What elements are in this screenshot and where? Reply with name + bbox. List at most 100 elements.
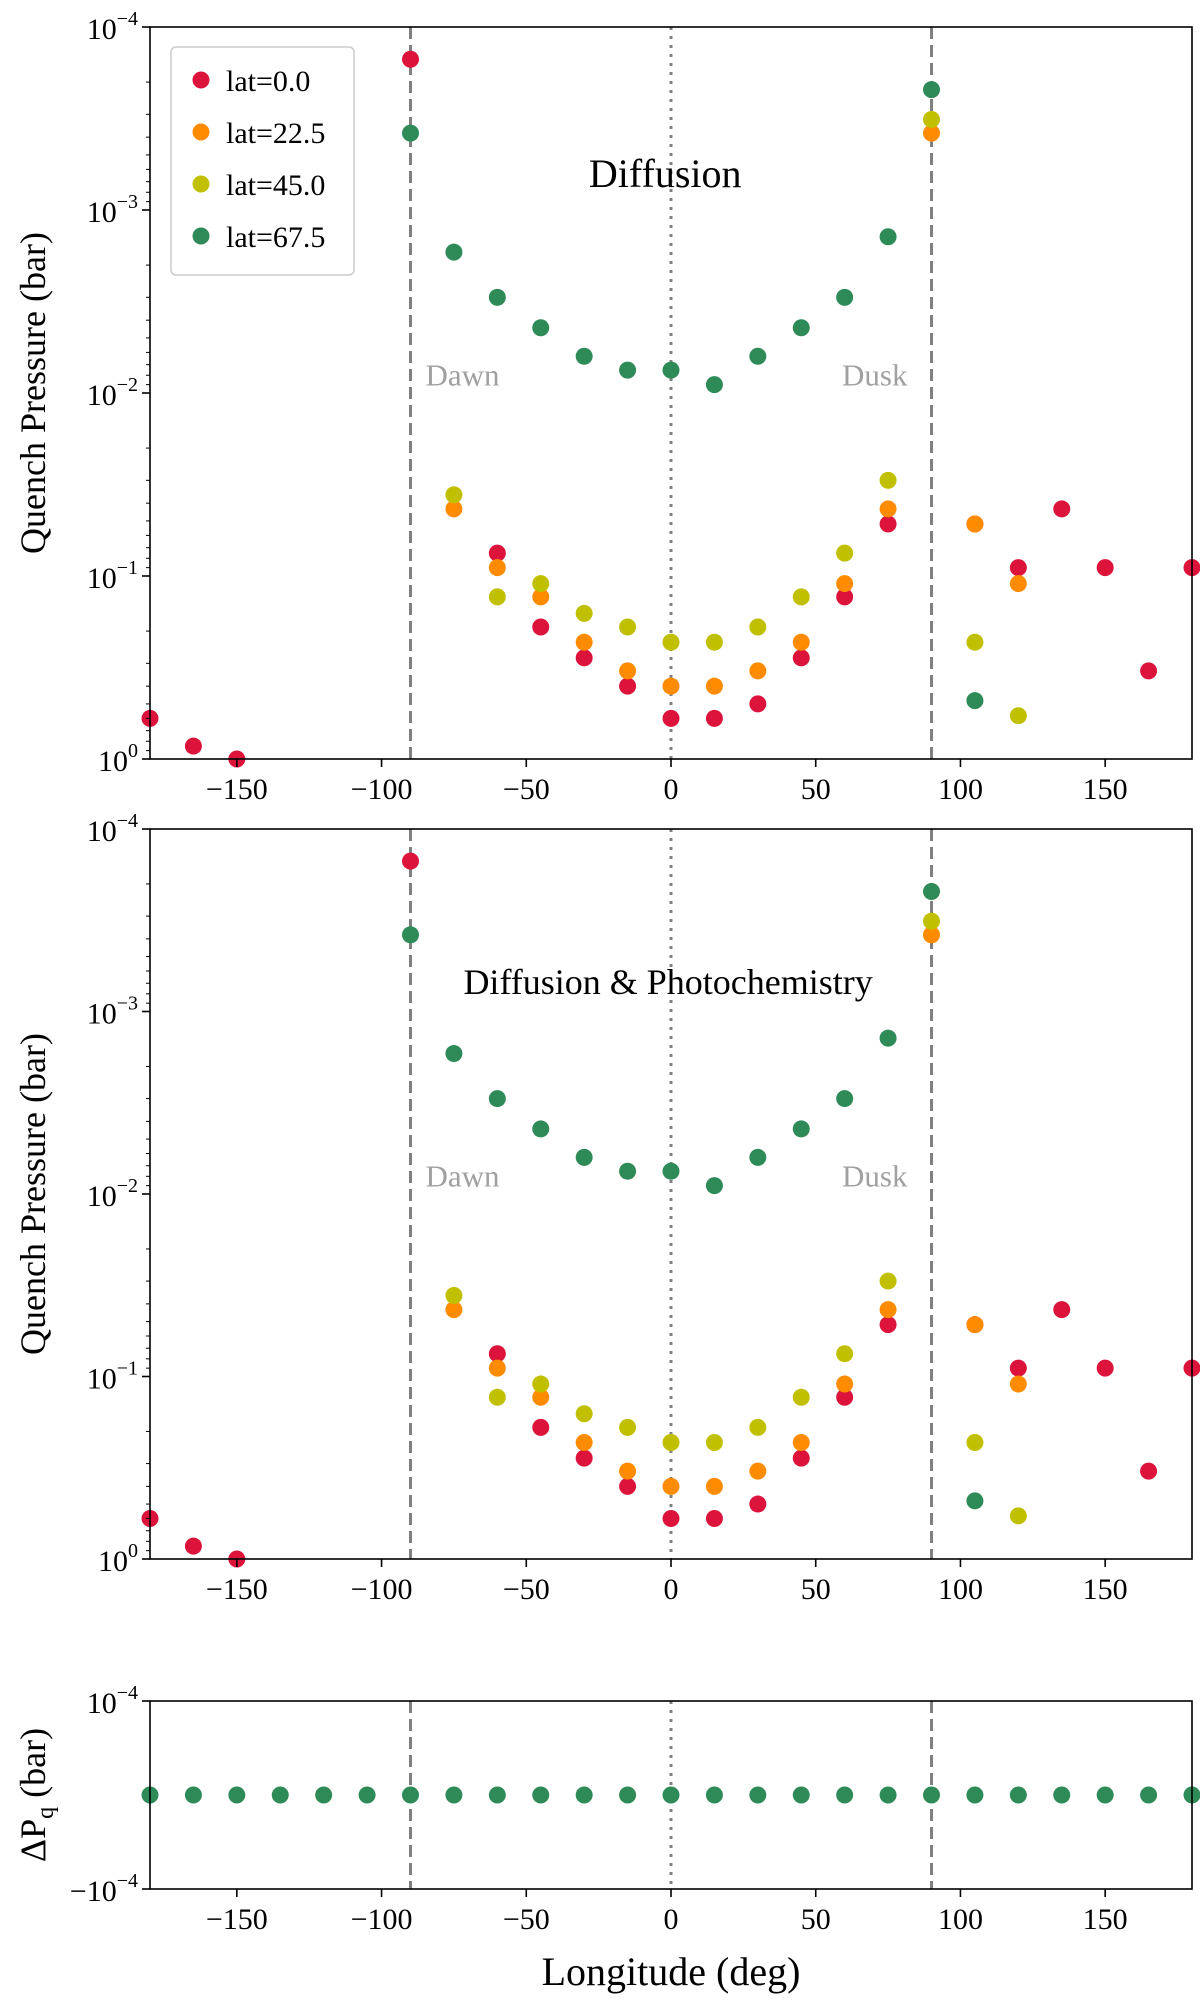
data-point — [271, 1786, 289, 1804]
y-tick-label: 10−2 — [87, 1175, 138, 1213]
data-point — [532, 575, 550, 593]
data-point — [1096, 1359, 1114, 1377]
x-tick-label: 0 — [664, 773, 679, 806]
data-point — [532, 1375, 550, 1393]
data-point — [445, 1301, 463, 1319]
data-point — [575, 1786, 593, 1804]
x-tick-label: −50 — [503, 1573, 550, 1606]
data-point — [575, 1148, 593, 1166]
data-point — [923, 81, 940, 99]
data-point — [749, 695, 767, 713]
data-point — [1140, 1462, 1158, 1480]
data-point — [792, 633, 810, 651]
data-point — [619, 618, 637, 636]
data-point — [1009, 1359, 1027, 1377]
y-tick-label: 10−4 — [87, 8, 138, 46]
data-point — [1009, 1507, 1027, 1525]
data-point — [445, 1786, 463, 1804]
series-lat-22-5 — [445, 926, 1027, 1495]
series-lat-67-5 — [141, 1786, 1200, 1804]
y-axis-label: Quench Pressure (bar) — [13, 1033, 53, 1355]
data-point — [923, 124, 940, 142]
x-tick-label: 100 — [938, 773, 983, 806]
x-tick-label: 150 — [1083, 1903, 1128, 1936]
series-lat-67-5 — [402, 882, 984, 1510]
legend-marker — [192, 175, 210, 193]
data-point — [1009, 1786, 1027, 1804]
guide-label-dusk: Dusk — [842, 1159, 908, 1194]
x-tick-label: 50 — [801, 1903, 831, 1936]
data-point — [705, 633, 723, 651]
data-point — [705, 1477, 723, 1495]
data-point — [532, 588, 550, 606]
x-tick-label: 100 — [938, 1903, 983, 1936]
data-point — [792, 1388, 810, 1406]
series-lat-0-0 — [141, 852, 1200, 1568]
data-point — [532, 1786, 550, 1804]
legend-marker — [192, 71, 210, 89]
data-point — [749, 347, 767, 365]
data-point — [923, 882, 940, 900]
legend-label: lat=22.5 — [226, 117, 325, 150]
data-point — [1096, 1786, 1114, 1804]
legend-frame — [170, 46, 355, 276]
y-tick-label: 10−4 — [87, 1682, 138, 1720]
data-point — [445, 500, 463, 518]
data-point — [532, 1120, 550, 1138]
x-tick-label: −100 — [351, 773, 413, 806]
data-point — [792, 1120, 810, 1138]
x-tick-label: 150 — [1083, 1573, 1128, 1606]
data-point — [705, 1510, 723, 1528]
x-axis-label: Longitude (deg) — [542, 1949, 801, 1994]
data-point — [662, 677, 680, 695]
data-point — [662, 1510, 680, 1528]
chart-title: Diffusion & Photochemistry — [463, 962, 872, 1002]
data-point — [1009, 707, 1027, 725]
x-tick-label: −100 — [351, 1903, 413, 1936]
data-point — [488, 1786, 506, 1804]
x-tick-label: 50 — [801, 773, 831, 806]
data-point — [619, 662, 637, 680]
data-point — [966, 633, 984, 651]
data-point — [705, 376, 723, 394]
data-point — [836, 544, 854, 562]
guide-label-dawn: Dawn — [426, 1159, 501, 1194]
data-point — [488, 1359, 506, 1377]
data-point — [488, 588, 506, 606]
data-point — [749, 1148, 767, 1166]
data-point — [184, 1786, 202, 1804]
y-tick-label: 100 — [98, 1540, 138, 1578]
data-point — [184, 737, 202, 755]
chart-panel-1: Dawn Dusk −150 −100 −50 0 50 100 150 10−4 10−3 10−2… — [13, 8, 1200, 806]
data-point — [532, 1388, 550, 1406]
data-point — [445, 243, 463, 261]
x-tick-label: 100 — [938, 1573, 983, 1606]
data-point — [923, 912, 940, 930]
data-point — [315, 1786, 333, 1804]
data-point — [488, 1345, 506, 1363]
data-point — [619, 361, 637, 379]
data-point — [575, 633, 593, 651]
x-tick-label: −50 — [503, 1903, 550, 1936]
data-point — [792, 1449, 810, 1467]
x-tick-label: −150 — [206, 1573, 268, 1606]
data-point — [1053, 1786, 1071, 1804]
data-point — [1140, 1786, 1158, 1804]
data-point — [228, 1786, 246, 1804]
data-point — [966, 692, 984, 710]
data-point — [879, 1786, 897, 1804]
data-point — [445, 486, 463, 504]
data-point — [662, 361, 680, 379]
chart-title: Diffusion — [589, 151, 742, 196]
data-point — [836, 288, 854, 306]
legend: lat=0.0 lat=22.5 lat=45.0 lat=67.5 — [170, 46, 355, 276]
data-point — [488, 288, 506, 306]
data-point — [619, 677, 637, 695]
y-axis-label: ΔPq (bar) — [13, 1728, 59, 1862]
legend-label: lat=45.0 — [226, 169, 325, 202]
data-point — [662, 1162, 680, 1180]
data-point — [879, 228, 897, 246]
y-tick-label: 10−1 — [87, 557, 138, 595]
data-point — [879, 1272, 897, 1290]
data-point — [792, 588, 810, 606]
